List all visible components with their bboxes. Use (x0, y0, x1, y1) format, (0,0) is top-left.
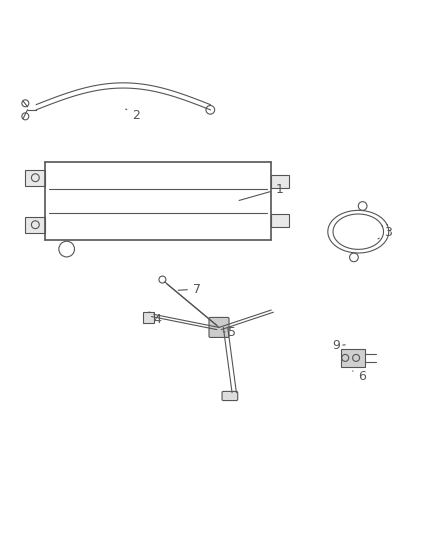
Bar (25, 170, 45, 185)
Text: 1: 1 (239, 182, 283, 200)
Text: 4: 4 (154, 313, 162, 326)
Text: 6: 6 (353, 370, 366, 383)
Bar (25, 217, 45, 232)
FancyBboxPatch shape (209, 318, 229, 337)
FancyBboxPatch shape (222, 391, 238, 400)
Bar (271, 214, 289, 228)
Bar (143, 312, 154, 323)
Bar (341, 349, 365, 367)
Text: 7: 7 (178, 282, 201, 296)
Text: 9: 9 (332, 339, 345, 352)
Bar (271, 175, 289, 188)
Text: 3: 3 (378, 226, 392, 239)
Text: 2: 2 (126, 109, 140, 122)
Text: 5: 5 (223, 326, 236, 339)
